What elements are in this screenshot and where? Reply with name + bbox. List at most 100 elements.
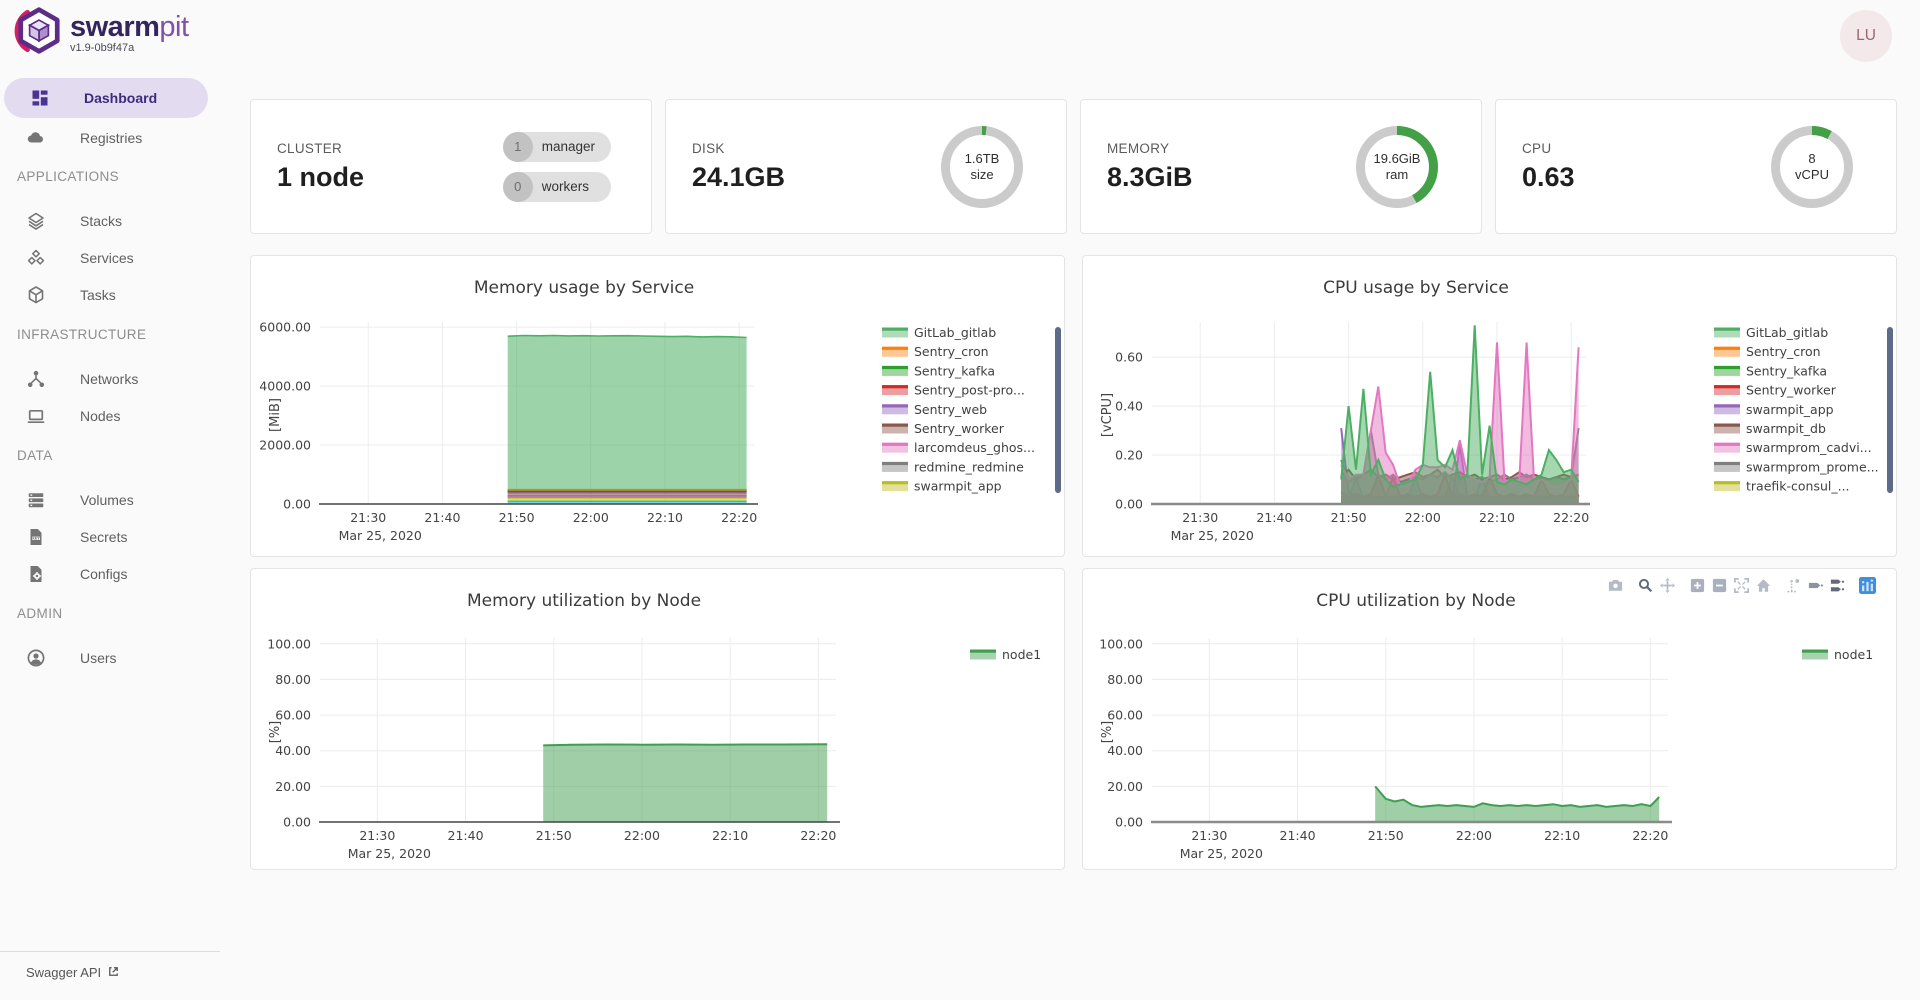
legend-item-sentry-kafka[interactable]: Sentry_kafka	[1714, 363, 1827, 378]
legend-item-swarmpit-app[interactable]: swarmpit_app	[1714, 402, 1834, 417]
legend-item-sentry-post-pro-[interactable]: Sentry_post-pro...	[882, 383, 1025, 398]
svg-text:GitLab_gitlab: GitLab_gitlab	[1746, 325, 1828, 340]
chart-title: CPU utilization by Node	[1316, 591, 1516, 611]
y-axis-label: [%]	[268, 721, 283, 744]
sidebar-item-tasks[interactable]: Tasks	[0, 276, 212, 313]
sidebar-item-stacks[interactable]: Stacks	[0, 202, 212, 239]
card-label: DISK	[692, 140, 725, 156]
cpu-service-plot-canvas[interactable]: 0.00 0.20 0.40 0.60 21:30 21:40 21:50 22:00 22:1…	[1083, 256, 1897, 557]
legend-item-swarmpit-db[interactable]: swarmpit_db	[1714, 421, 1826, 436]
legend-item-sentry-cron[interactable]: Sentry_cron	[1714, 344, 1821, 359]
stacks-icon	[26, 211, 46, 231]
donut-gauge-cpu: 8 vCPU	[1768, 123, 1856, 211]
sidebar-item-registries[interactable]: Registries	[0, 118, 212, 158]
sidebar-item-dashboard[interactable]: Dashboard	[4, 78, 208, 118]
legend-item-node1[interactable]: node1	[1802, 647, 1873, 662]
legend-item-swarmpit-app[interactable]: swarmpit_app	[882, 479, 1002, 494]
svg-text:4000.00: 4000.00	[259, 379, 311, 394]
storage-icon	[26, 490, 46, 510]
memory-service-chart-panel: 0.00 2000.00 4000.00 6000.00 21:30 21:40 21:50…	[250, 255, 1065, 557]
sidebar-section-data: DATA	[17, 448, 53, 463]
modebar-group	[1859, 577, 1876, 594]
svg-text:Sentry_worker: Sentry_worker	[914, 421, 1005, 436]
donut-gauge-memory: 19.6GiB ram	[1353, 123, 1441, 211]
legend-item-sentry-kafka[interactable]: Sentry_kafka	[882, 363, 995, 378]
svg-text:KEY: KEY	[32, 536, 40, 540]
sidebar-item-services[interactable]: Services	[0, 239, 212, 276]
svg-text:21:50: 21:50	[536, 828, 572, 843]
sidebar-item-nodes[interactable]: Nodes	[0, 397, 212, 434]
svg-text:100.00: 100.00	[1099, 636, 1143, 651]
legend-item-sentry-worker[interactable]: Sentry_worker	[1714, 383, 1837, 398]
reset-axes-icon[interactable]	[1755, 577, 1772, 594]
y-axis-label: [MiB]	[268, 398, 283, 432]
cpu-node-plot-canvas[interactable]: 0.00 20.00 40.00 60.00 80.00 100.00 21:30 21:40…	[1083, 569, 1897, 870]
legend-scrollbar[interactable]	[1055, 327, 1061, 493]
svg-text:22:20: 22:20	[800, 828, 836, 843]
sidebar-item-users[interactable]: Users	[0, 639, 212, 676]
chip-count: 1	[502, 131, 533, 162]
legend-item-larcomdeus-ghos-[interactable]: larcomdeus_ghos...	[882, 440, 1035, 455]
user-avatar[interactable]: LU	[1840, 10, 1892, 62]
user-icon	[26, 648, 46, 668]
chart-title: CPU usage by Service	[1323, 278, 1509, 298]
network-icon	[26, 369, 46, 389]
svg-text:Mar 25, 2020: Mar 25, 2020	[348, 846, 431, 861]
memory-service-plot-canvas[interactable]: 0.00 2000.00 4000.00 6000.00 21:30 21:40 21:50…	[251, 256, 1065, 557]
stat-card-cpu: CPU 0.63 8 vCPU	[1495, 99, 1897, 234]
zoom-icon[interactable]	[1637, 577, 1654, 594]
chart-title: Memory usage by Service	[474, 278, 694, 298]
sidebar-item-volumes[interactable]: Volumes	[0, 481, 212, 518]
svg-text:80.00: 80.00	[275, 672, 311, 687]
svg-text:traefik-consul_...: traefik-consul_...	[1746, 479, 1850, 494]
legend-item-swarmprom-cadvi-[interactable]: swarmprom_cadvi...	[1714, 440, 1872, 455]
legend-item-gitlab-gitlab[interactable]: GitLab_gitlab	[1714, 325, 1828, 340]
cluster-chips: 1 manager 0 workers	[502, 131, 611, 202]
svg-text:larcomdeus_ghos...: larcomdeus_ghos...	[914, 440, 1035, 455]
legend-item-node1[interactable]: node1	[970, 647, 1041, 662]
svg-text:22:00: 22:00	[1456, 828, 1492, 843]
modebar-group	[1607, 577, 1624, 594]
legend-item-swarmprom-prome-[interactable]: swarmprom_prome...	[1714, 459, 1879, 474]
sidebar-item-configs[interactable]: Configs	[0, 555, 212, 592]
card-value: 24.1GB	[692, 161, 786, 192]
svg-text:Sentry_kafka: Sentry_kafka	[1746, 363, 1827, 378]
pan-icon[interactable]	[1659, 577, 1676, 594]
spikelines-icon[interactable]	[1785, 577, 1802, 594]
plotly-logo-icon[interactable]	[1859, 577, 1876, 594]
plotly-modebar	[1607, 577, 1884, 594]
sidebar-item-label: Volumes	[80, 491, 134, 508]
svg-text:21:40: 21:40	[1280, 828, 1316, 843]
sidebar-item-label: Nodes	[80, 407, 121, 424]
chip-manager: 1 manager	[502, 131, 611, 162]
modebar-group	[1637, 577, 1676, 594]
legend-item-traefik-consul-[interactable]: traefik-consul_...	[1714, 479, 1850, 494]
swagger-api-link[interactable]: Swagger API	[26, 965, 120, 981]
sidebar-item-networks[interactable]: Networks	[0, 360, 212, 397]
legend-item-sentry-cron[interactable]: Sentry_cron	[882, 344, 989, 359]
compare-hover-icon[interactable]	[1829, 577, 1846, 594]
legend-item-gitlab-gitlab[interactable]: GitLab_gitlab	[882, 325, 996, 340]
legend-scrollbar[interactable]	[1887, 327, 1893, 493]
sidebar-section-admin: ADMIN	[17, 606, 63, 621]
autoscale-icon[interactable]	[1733, 577, 1750, 594]
cpu-service-chart-panel: 0.00 0.20 0.40 0.60 21:30 21:40 21:50 22:00 22:1…	[1082, 255, 1897, 557]
sidebar-item-label: Dashboard	[84, 90, 158, 106]
legend-item-sentry-worker[interactable]: Sentry_worker	[882, 421, 1005, 436]
donut-gauge-disk: 1.6TB size	[938, 123, 1026, 211]
y-axis-label: [%]	[1100, 721, 1115, 744]
closest-hover-icon[interactable]	[1807, 577, 1824, 594]
zoom-out-icon[interactable]	[1711, 577, 1728, 594]
svg-text:Mar 25, 2020: Mar 25, 2020	[1180, 846, 1263, 861]
camera-icon[interactable]	[1607, 577, 1624, 594]
donut-ring	[1771, 125, 1853, 208]
task-cube-icon	[26, 285, 46, 305]
swarmpit-logo-icon	[14, 6, 64, 61]
services-icon	[26, 248, 46, 268]
sidebar-item-secrets[interactable]: KEY Secrets	[0, 518, 212, 555]
legend-item-sentry-web[interactable]: Sentry_web	[882, 402, 987, 417]
memory-node-plot-canvas[interactable]: 0.00 20.00 40.00 60.00 80.00 100.00 21:30 21:40…	[251, 569, 1065, 870]
zoom-in-icon[interactable]	[1689, 577, 1706, 594]
sidebar-item-label: Stacks	[80, 212, 123, 229]
legend-item-redmine-redmine[interactable]: redmine_redmine	[882, 459, 1024, 474]
